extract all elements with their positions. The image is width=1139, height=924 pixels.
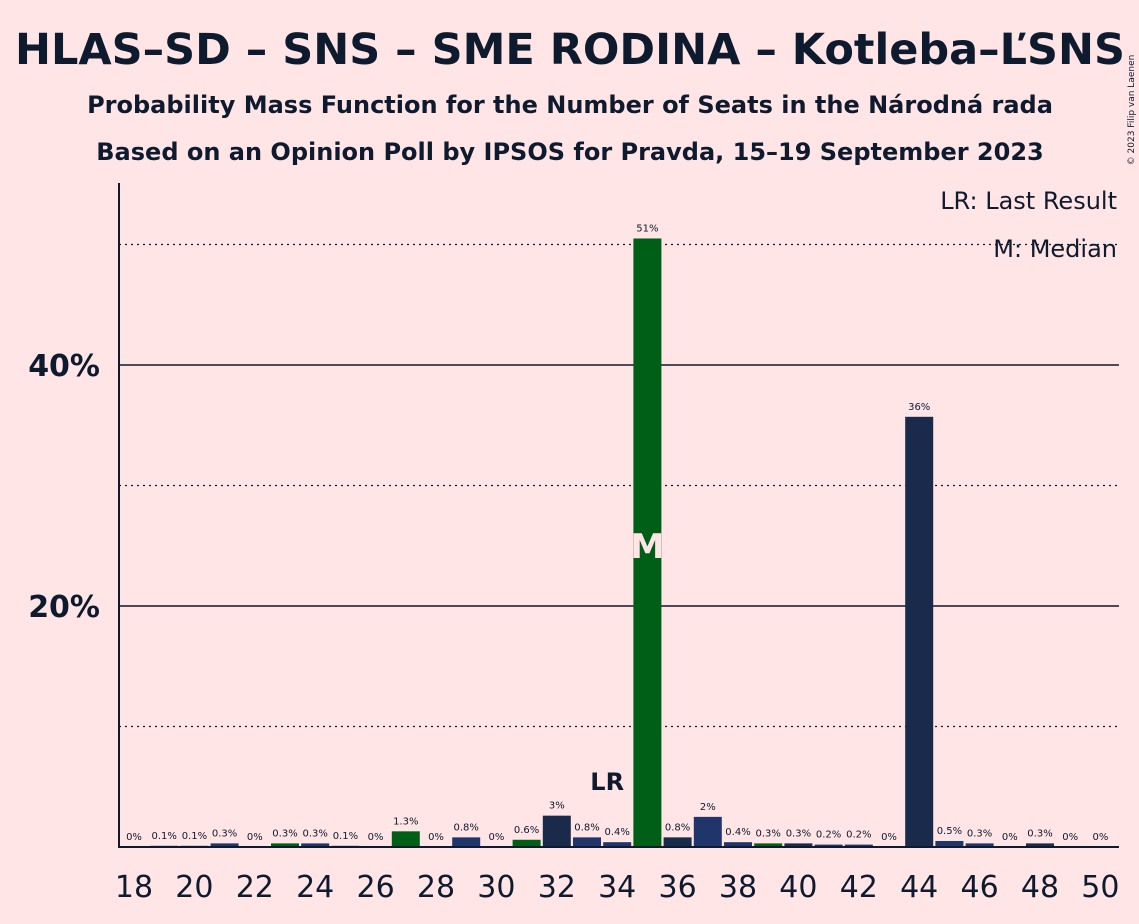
y-tick-labels: 20% 40% <box>28 349 100 625</box>
data-label-29: 0.8% <box>453 822 478 833</box>
chart-subtitle-poll: Based on an Opinion Poll by IPSOS for Pr… <box>96 138 1043 166</box>
copyright-notice: © 2023 Filip van Laenen <box>1127 55 1137 166</box>
data-label-18: 0% <box>126 832 142 843</box>
data-label-24: 0.3% <box>302 828 327 839</box>
x-tick-label-46: 46 <box>961 870 999 905</box>
bar-41 <box>814 844 843 847</box>
bar-36 <box>663 837 692 847</box>
bar-34 <box>603 842 632 847</box>
x-tick-label-18: 18 <box>115 870 153 905</box>
legend-median: M: Median <box>993 235 1117 263</box>
data-label-28: 0% <box>428 832 444 843</box>
bar-21 <box>210 843 239 847</box>
bar-29 <box>452 837 481 847</box>
data-label-23: 0.3% <box>272 828 297 839</box>
data-label-21: 0.3% <box>212 828 237 839</box>
data-label-47: 0% <box>1002 832 1018 843</box>
x-tick-label-20: 20 <box>175 870 213 905</box>
x-tick-label-34: 34 <box>598 870 636 905</box>
data-label-48: 0.3% <box>1027 828 1052 839</box>
y-tick-label-40: 40% <box>28 349 100 384</box>
bar-37 <box>693 816 722 847</box>
data-label-27: 1.3% <box>393 816 418 827</box>
x-tick-label-38: 38 <box>719 870 757 905</box>
bar-38 <box>724 842 752 847</box>
x-tick-label-36: 36 <box>659 870 697 905</box>
data-label-49: 0% <box>1062 832 1078 843</box>
data-label-33: 0.8% <box>574 822 599 833</box>
bar-42 <box>844 844 873 847</box>
data-label-46: 0.3% <box>967 828 992 839</box>
data-label-35: 51% <box>636 223 658 234</box>
gridlines <box>119 243 1119 728</box>
data-label-37: 2% <box>700 802 716 813</box>
chart-subtitle: Probability Mass Function for the Number… <box>87 91 1053 119</box>
bar-39 <box>754 843 783 847</box>
data-label-25: 0.1% <box>333 831 358 842</box>
data-label-36: 0.8% <box>665 822 690 833</box>
bar-35 <box>633 238 662 848</box>
bar-31 <box>512 839 541 847</box>
bar-46 <box>965 843 994 847</box>
data-label-31: 0.6% <box>514 825 539 836</box>
bar-32 <box>542 815 571 847</box>
y-tick-label-20: 20% <box>28 590 100 625</box>
data-labels: 0% 0.1% 0.1% 0.3% 0% 0.3% 0.3% 0.1% 0% 1.3% 0% 0.8%… <box>126 218 1108 843</box>
data-label-19: 0.1% <box>151 831 176 842</box>
bar-27 <box>391 831 420 847</box>
last-result-marker: LR <box>590 768 624 796</box>
bar-23 <box>271 843 299 847</box>
data-label-30: 0% <box>488 832 504 843</box>
data-label-20: 0.1% <box>182 831 207 842</box>
legend-last-result: LR: Last Result <box>940 187 1117 215</box>
x-tick-label-22: 22 <box>236 870 274 905</box>
data-label-43: 0% <box>881 832 897 843</box>
x-tick-label-50: 50 <box>1081 870 1119 905</box>
data-label-50: 0% <box>1092 832 1108 843</box>
data-label-41: 0.2% <box>816 830 841 841</box>
bar-48 <box>1026 843 1054 847</box>
bar-40 <box>784 843 813 847</box>
bar-45 <box>935 840 964 847</box>
x-tick-label-30: 30 <box>477 870 515 905</box>
data-label-40: 0.3% <box>786 828 811 839</box>
x-tick-label-26: 26 <box>357 870 395 905</box>
data-label-39: 0.3% <box>755 828 780 839</box>
data-label-44: 36% <box>908 402 930 413</box>
x-tick-label-40: 40 <box>779 870 817 905</box>
data-label-22: 0% <box>247 832 263 843</box>
data-label-32: 3% <box>549 801 565 812</box>
data-label-bg-35 <box>630 218 665 236</box>
data-label-26: 0% <box>368 832 384 843</box>
bar-24 <box>301 843 330 847</box>
bars <box>150 238 1054 848</box>
data-label-45: 0.5% <box>937 826 962 837</box>
data-label-34: 0.4% <box>604 827 629 838</box>
chart-title: HLAS–SD – SNS – SME RODINA – Kotleba–ĽSN… <box>15 25 1125 75</box>
data-label-42: 0.2% <box>846 830 871 841</box>
x-tick-label-28: 28 <box>417 870 455 905</box>
x-tick-label-42: 42 <box>840 870 878 905</box>
bar-44 <box>905 416 934 847</box>
data-label-38: 0.4% <box>725 827 750 838</box>
x-tick-label-24: 24 <box>296 870 334 905</box>
median-marker: M <box>630 527 664 567</box>
x-tick-label-44: 44 <box>900 870 938 905</box>
bar-33 <box>573 837 601 847</box>
x-tick-labels: 18 20 22 24 26 28 30 32 34 36 38 40 42 44 46 48 50 <box>115 870 1120 905</box>
x-tick-label-48: 48 <box>1021 870 1059 905</box>
data-label-bg-44 <box>902 396 937 414</box>
x-tick-label-32: 32 <box>538 870 576 905</box>
